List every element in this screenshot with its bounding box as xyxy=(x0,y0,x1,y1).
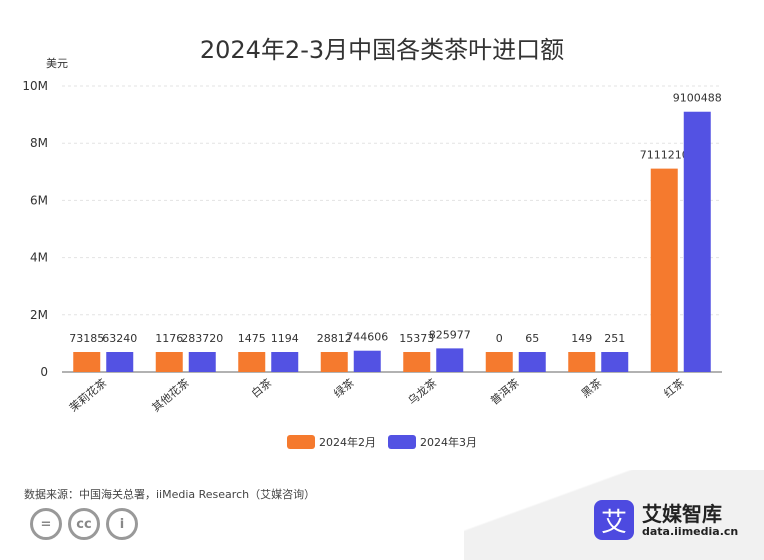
legend-item-feb[interactable]: 2024年2月 xyxy=(287,434,376,450)
data-label: 1194 xyxy=(271,332,299,345)
data-label: 73185 xyxy=(69,332,104,345)
y-tick-label: 4M xyxy=(30,251,48,265)
data-source: 数据来源：中国海关总署，iiMedia Research（艾媒咨询） xyxy=(24,488,316,501)
bar-feb xyxy=(485,352,513,372)
x-tick-label: 绿茶 xyxy=(331,376,357,401)
bar-feb xyxy=(320,352,348,372)
bar-feb xyxy=(238,352,266,372)
chart-title: 2024年2-3月中国各类茶叶进口额 xyxy=(199,36,565,64)
brand-name: 艾媒智库 xyxy=(642,501,722,526)
data-label: 28812 xyxy=(317,332,352,345)
y-tick-label: 6M xyxy=(30,193,48,207)
x-tick-label: 红茶 xyxy=(661,376,686,400)
data-label: 251 xyxy=(604,332,625,345)
x-tick-label: 白茶 xyxy=(248,376,274,401)
bar-feb xyxy=(568,352,596,372)
bar-mar xyxy=(436,348,464,372)
bar-mar xyxy=(271,352,299,372)
data-label: 825977 xyxy=(429,328,471,341)
data-label: 9100488 xyxy=(673,92,722,105)
data-label: 744606 xyxy=(346,331,388,344)
bar-feb xyxy=(403,352,431,372)
x-tick-label: 茉莉花茶 xyxy=(66,376,109,415)
brand-logo-icon: 艾 xyxy=(594,500,634,540)
equals-icon: = xyxy=(30,508,62,540)
data-label: 65 xyxy=(525,332,539,345)
cc-icon: cc xyxy=(68,508,100,540)
bar-mar xyxy=(601,352,629,372)
data-label: 15373 xyxy=(399,332,434,345)
legend-label-feb: 2024年2月 xyxy=(319,436,376,449)
bar-mar xyxy=(353,350,381,372)
legend-swatch-mar xyxy=(388,435,416,449)
bar-mar xyxy=(188,352,216,372)
data-label: 283720 xyxy=(181,332,223,345)
y-axis-unit: 美元 xyxy=(46,57,68,70)
bar-mar xyxy=(518,352,546,372)
bar-mar xyxy=(106,352,134,372)
y-tick-label: 8M xyxy=(30,136,48,150)
x-tick-label: 其他花茶 xyxy=(150,376,192,414)
attribution-icon: i xyxy=(106,508,138,540)
data-label: 1176 xyxy=(155,332,183,345)
x-tick-label: 乌龙茶 xyxy=(405,376,439,408)
legend-label-mar: 2024年3月 xyxy=(420,436,477,449)
brand-url: data.iimedia.cn xyxy=(642,524,739,538)
y-tick-label: 10M xyxy=(22,79,48,93)
data-label: 63240 xyxy=(102,332,137,345)
bar-feb xyxy=(155,352,183,372)
data-label: 149 xyxy=(571,332,592,345)
bar-feb xyxy=(73,352,101,372)
legend-item-mar[interactable]: 2024年3月 xyxy=(388,434,477,450)
data-label: 0 xyxy=(496,332,503,345)
legend-swatch-feb xyxy=(287,435,315,449)
x-tick-label: 普洱茶 xyxy=(487,376,521,408)
data-label: 7111210 xyxy=(640,149,689,162)
brand-logo-block: 艾 艾媒智库 data.iimedia.cn xyxy=(594,500,738,540)
bar-mar xyxy=(683,111,711,372)
y-tick-label: 0 xyxy=(40,365,48,379)
y-tick-label: 2M xyxy=(30,308,48,322)
data-label: 1475 xyxy=(238,332,266,345)
x-tick-label: 黑茶 xyxy=(579,376,604,400)
legend: 2024年2月 2024年3月 xyxy=(0,434,764,450)
bar-feb xyxy=(650,168,678,372)
license-icons: = cc i xyxy=(30,508,138,540)
